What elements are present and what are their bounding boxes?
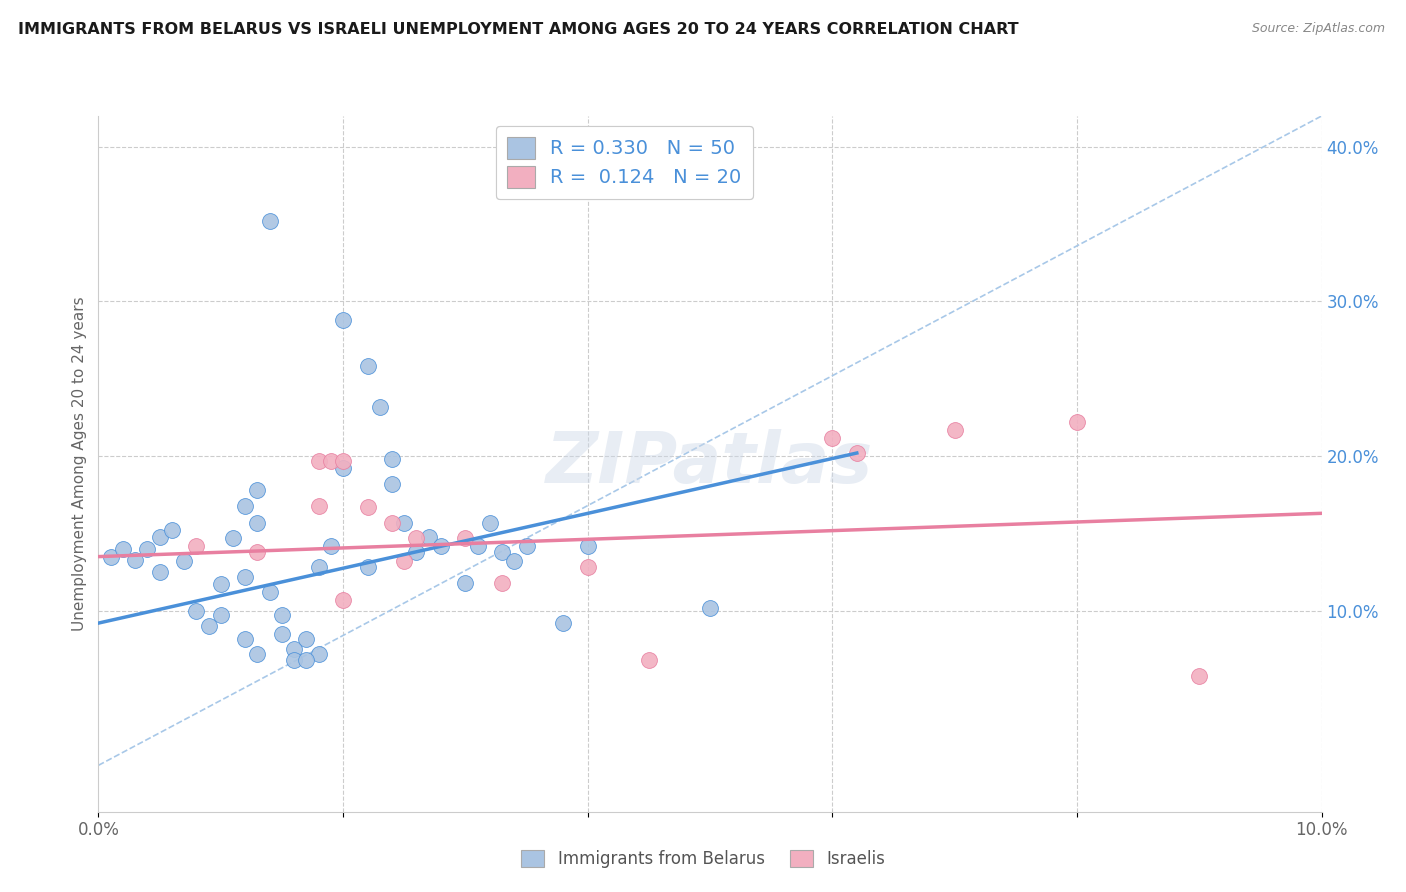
Point <box>368 400 391 414</box>
Text: IMMIGRANTS FROM BELARUS VS ISRAELI UNEMPLOYMENT AMONG AGES 20 TO 24 YEARS CORREL: IMMIGRANTS FROM BELARUS VS ISRAELI UNEMP… <box>18 22 1019 37</box>
Point <box>478 516 501 530</box>
Point <box>319 539 342 553</box>
Point <box>124 552 146 566</box>
Point <box>308 560 330 574</box>
Point <box>149 565 172 579</box>
Point <box>943 423 966 437</box>
Text: ZIPatlas: ZIPatlas <box>547 429 873 499</box>
Point <box>467 539 489 553</box>
Point <box>381 452 404 467</box>
Point <box>491 545 513 559</box>
Point <box>491 575 513 590</box>
Point <box>454 531 477 545</box>
Point <box>332 313 354 327</box>
Point <box>332 454 354 468</box>
Point <box>197 619 219 633</box>
Point <box>332 593 354 607</box>
Point <box>503 554 526 568</box>
Point <box>222 531 245 545</box>
Point <box>845 446 868 460</box>
Legend: Immigrants from Belarus, Israelis: Immigrants from Belarus, Israelis <box>515 843 891 875</box>
Point <box>111 541 134 556</box>
Point <box>295 632 318 646</box>
Point <box>283 642 305 657</box>
Point <box>430 539 453 553</box>
Point <box>270 608 292 623</box>
Point <box>576 560 599 574</box>
Point <box>576 539 599 553</box>
Point <box>356 500 378 515</box>
Point <box>136 541 159 556</box>
Point <box>319 454 342 468</box>
Point <box>405 531 427 545</box>
Point <box>308 499 330 513</box>
Point <box>283 653 305 667</box>
Point <box>259 585 281 599</box>
Point <box>1188 668 1211 682</box>
Point <box>246 483 269 497</box>
Y-axis label: Unemployment Among Ages 20 to 24 years: Unemployment Among Ages 20 to 24 years <box>72 296 87 632</box>
Point <box>405 545 427 559</box>
Point <box>392 554 416 568</box>
Point <box>233 632 256 646</box>
Point <box>1066 415 1088 429</box>
Point <box>381 477 404 491</box>
Point <box>246 545 269 559</box>
Point <box>699 600 721 615</box>
Point <box>149 529 172 543</box>
Point <box>246 516 269 530</box>
Point <box>173 554 195 568</box>
Point <box>356 359 378 374</box>
Point <box>233 570 256 584</box>
Point <box>259 214 281 228</box>
Point <box>637 653 661 667</box>
Legend: R = 0.330   N = 50, R =  0.124   N = 20: R = 0.330 N = 50, R = 0.124 N = 20 <box>496 126 754 199</box>
Point <box>308 454 330 468</box>
Point <box>186 539 208 553</box>
Point <box>418 529 440 543</box>
Point <box>246 647 269 661</box>
Point <box>454 575 477 590</box>
Point <box>821 431 844 445</box>
Text: Source: ZipAtlas.com: Source: ZipAtlas.com <box>1251 22 1385 36</box>
Point <box>553 616 575 631</box>
Point <box>160 524 183 538</box>
Point <box>381 516 404 530</box>
Point <box>356 560 378 574</box>
Point <box>332 461 354 475</box>
Point <box>270 627 292 641</box>
Point <box>295 653 318 667</box>
Point <box>209 608 232 623</box>
Point <box>233 499 256 513</box>
Point <box>100 549 122 564</box>
Point <box>516 539 538 553</box>
Point <box>308 647 330 661</box>
Point <box>209 577 232 591</box>
Point <box>186 604 208 618</box>
Point <box>392 516 416 530</box>
